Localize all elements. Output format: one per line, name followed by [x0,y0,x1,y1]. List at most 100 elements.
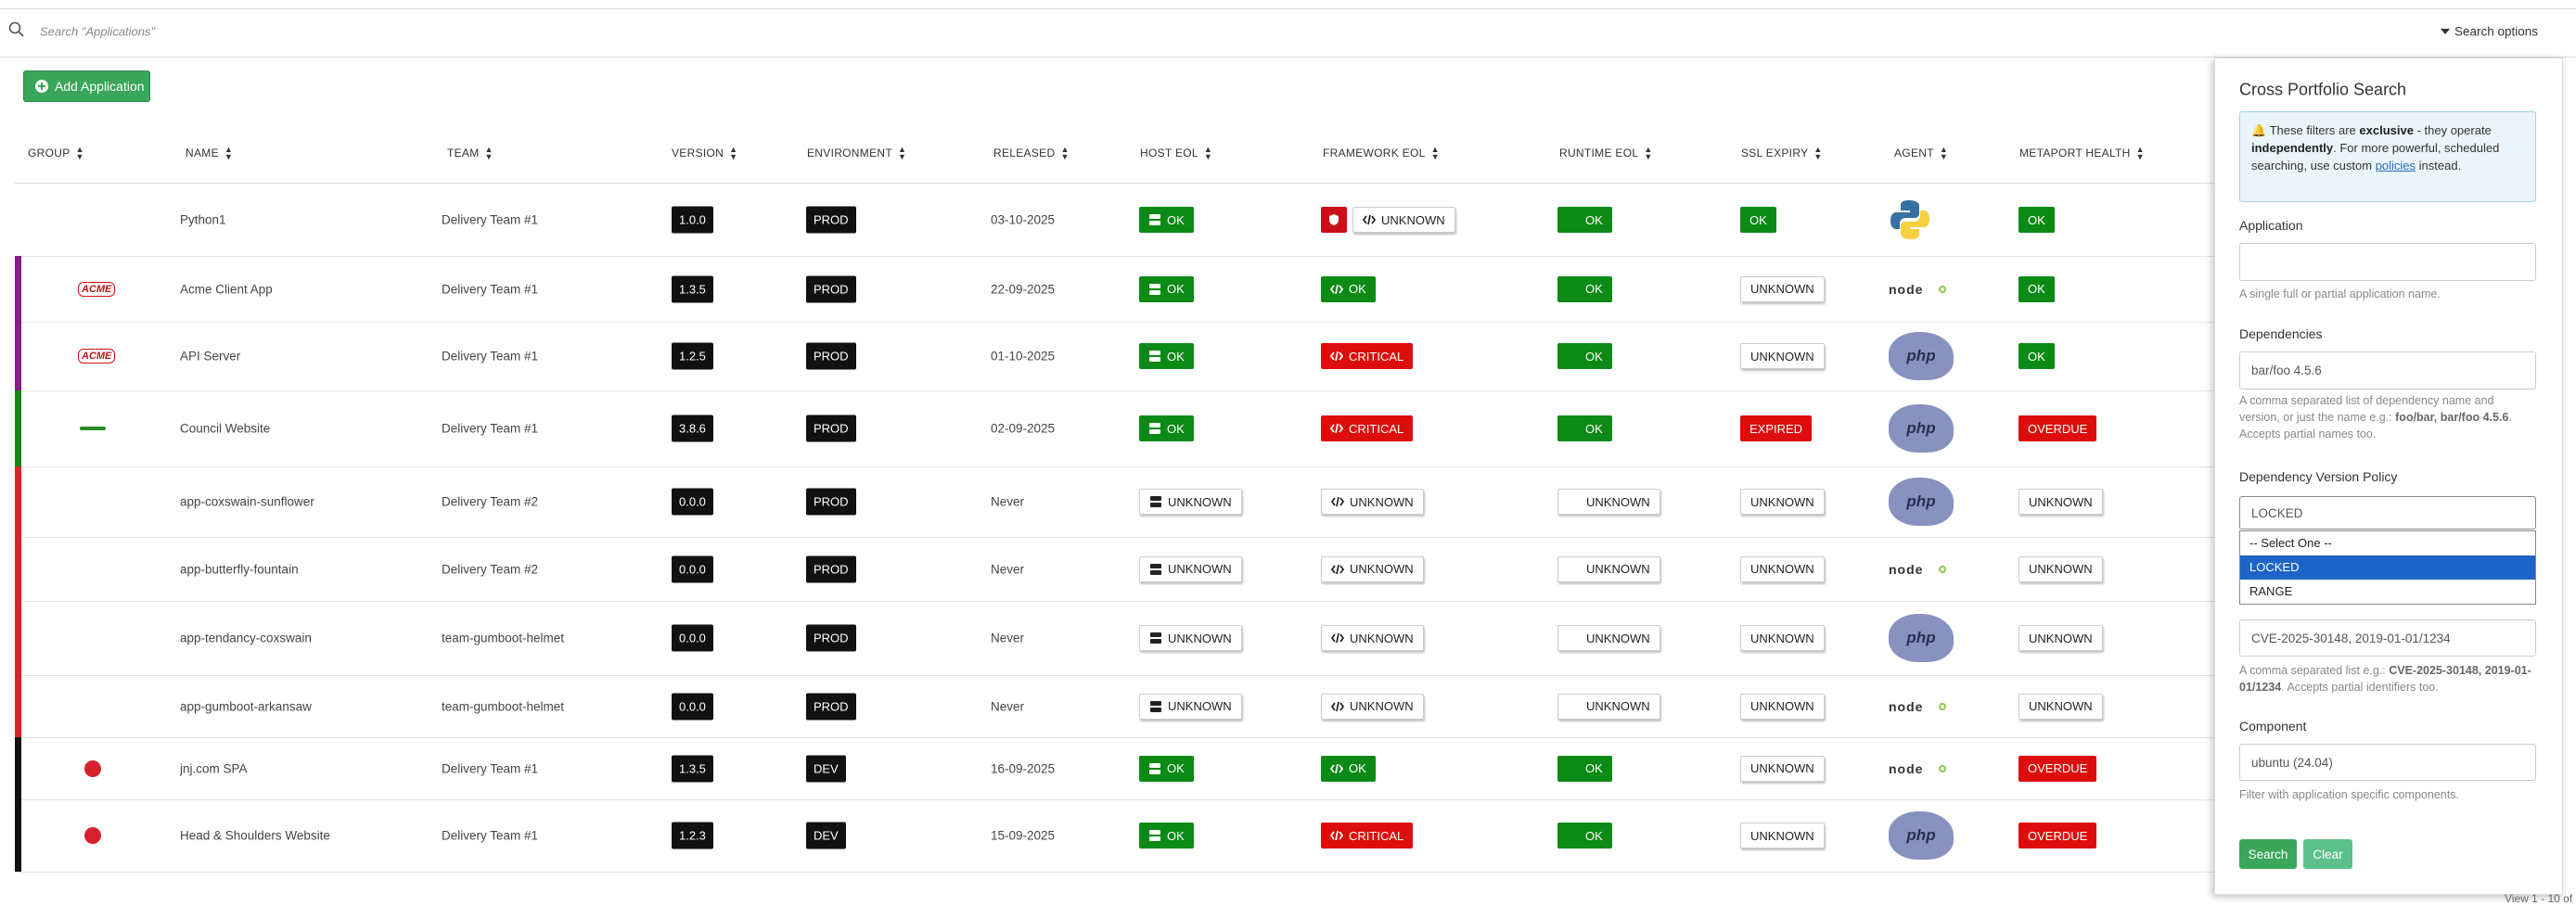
status-badge: OK [1139,207,1194,233]
field-help: Filter with application specific compone… [2239,788,2459,801]
app-name[interactable]: app-tendancy-coxswain [180,631,312,645]
vulnerabilities-input[interactable]: CVE-2025-30148, 2019-01-01/1234 [2239,619,2536,657]
shield-icon [1329,214,1339,225]
column-header[interactable]: TEAM ▲ ▼ [447,146,493,161]
status-text: OVERDUE [2028,421,2088,436]
status-text: OK [2028,212,2045,227]
app-name[interactable]: Head & Shoulders Website [180,828,330,843]
component-input[interactable]: ubuntu (24.04) [2239,744,2536,781]
app-name[interactable]: app-coxswain-sunflower [180,494,314,509]
status-badge: UNKNOWN [2019,489,2103,515]
dropdown-option[interactable]: -- Select One -- [2249,536,2332,550]
app-name[interactable]: app-butterfly-fountain [180,562,299,576]
dropdown-option[interactable]: RANGE [2249,584,2293,598]
column-header[interactable]: AGENT ▲ ▼ [1894,146,1948,161]
status-text: CRITICAL [1349,828,1404,843]
column-header[interactable]: ENVIRONMENT ▲ ▼ [807,146,906,161]
version: 3.8.6 [672,415,713,442]
status-icon [1331,632,1344,644]
column-header[interactable]: RUNTIME EOL ▲ ▼ [1559,146,1652,161]
status-badge: UNKNOWN [1740,625,1825,651]
version: 1.2.5 [672,342,713,370]
sort-icon: ▲ ▼ [1430,145,1440,161]
status-icon [1330,423,1343,434]
app-name[interactable]: API Server [180,349,241,364]
app-name[interactable]: app-gumboot-arkansaw [180,699,312,713]
help-text: . Accepts partial names too. [2239,411,2512,440]
column-header[interactable]: RELEASED ▲ ▼ [993,146,1069,161]
field-help: A single full or partial application nam… [2239,287,2441,300]
team: team-gumboot-helmet [442,699,565,713]
column-header[interactable]: VERSION ▲ ▼ [672,146,737,161]
policies-link[interactable]: policies [2375,159,2416,172]
released: Never [991,562,1025,576]
status-icon [1149,283,1160,295]
column-header[interactable]: GROUP ▲ ▼ [28,146,83,161]
column-header[interactable]: SSL EXPIRY ▲ ▼ [1741,146,1822,161]
agent-text: php [1906,629,1936,646]
status-badge: UNKNOWN [2019,625,2103,651]
status-badge: OK [1740,207,1776,233]
dropdown-option[interactable]: LOCKED [2240,555,2535,580]
version: 0.0.0 [672,693,713,720]
status-badge: UNKNOWN [1740,755,1825,782]
node-logo: node [1889,698,1924,714]
agent-text: php [1906,347,1936,364]
status-text: UNKNOWN [1586,494,1650,509]
environment: PROD [806,488,856,516]
application-input[interactable] [2239,243,2536,281]
status-badge: OK [1139,415,1194,441]
status-badge: OK [1557,415,1612,441]
search-bar[interactable] [0,8,2576,57]
app-name[interactable]: Acme Client App [180,282,273,296]
row-divider [15,322,2214,323]
status-text: OK [1585,421,1603,436]
status-icon [1330,830,1343,841]
app-name[interactable]: jnj.com SPA [180,761,248,775]
status-icon [1150,700,1161,712]
node-dot [1939,565,1946,573]
status-text: UNKNOWN [2029,631,2093,645]
team: Delivery Team #1 [442,828,539,843]
node-dot [1939,764,1946,772]
released: 01-10-2025 [991,349,1056,364]
row-stripe [15,737,21,799]
status-text: OK [1585,828,1603,843]
environment: DEV [806,822,846,849]
status-text: UNKNOWN [1750,631,1814,645]
group-logo [84,827,101,844]
dependencies-input[interactable]: bar/foo 4.5.6 [2239,351,2536,389]
column-header[interactable]: FRAMEWORK EOL ▲ ▼ [1323,145,1440,161]
column-header[interactable]: HOST EOL ▲ ▼ [1140,146,1212,161]
team: Delivery Team #1 [442,761,539,775]
status-text: UNKNOWN [1750,349,1814,364]
add-application-button[interactable]: Add Application [23,70,150,102]
status-badge: UNKNOWN [1740,489,1825,515]
row-divider [15,737,2214,738]
header-text: RELEASED [993,147,1056,160]
status-text: UNKNOWN [1750,494,1814,509]
status-text: UNKNOWN [2029,494,2093,509]
search-button[interactable]: Search [2239,839,2297,869]
php-logo: php [1889,614,1954,662]
environment: PROD [806,415,856,442]
status-icon [1150,563,1161,575]
clear-button[interactable]: Clear [2303,839,2352,869]
app-name[interactable]: Council Website [180,421,271,436]
status-badge: UNKNOWN [1321,489,1424,515]
search-options[interactable]: Search options [2454,24,2539,39]
column-header[interactable]: NAME ▲ ▼ [186,146,233,161]
header-text: TEAM [447,147,480,160]
info-box: 🔔 These filters are exclusive - they ope… [2239,111,2536,202]
column-header[interactable]: METAPORT HEALTH ▲ ▼ [2019,146,2145,161]
select-value: LOCKED [2251,505,2303,520]
status-text: UNKNOWN [1168,699,1232,713]
search-placeholder[interactable]: Search "Applications" [40,24,156,39]
policy-select[interactable]: LOCKED [2239,496,2536,530]
status-text: EXPIRED [1749,421,1803,436]
status-badge: UNKNOWN [1321,693,1424,720]
status-icon [1330,284,1343,294]
app-name[interactable]: Python1 [180,212,226,227]
field-help: A comma separated list e.g.: CVE-2025-30… [2239,662,2536,695]
row-stripe [15,256,21,322]
